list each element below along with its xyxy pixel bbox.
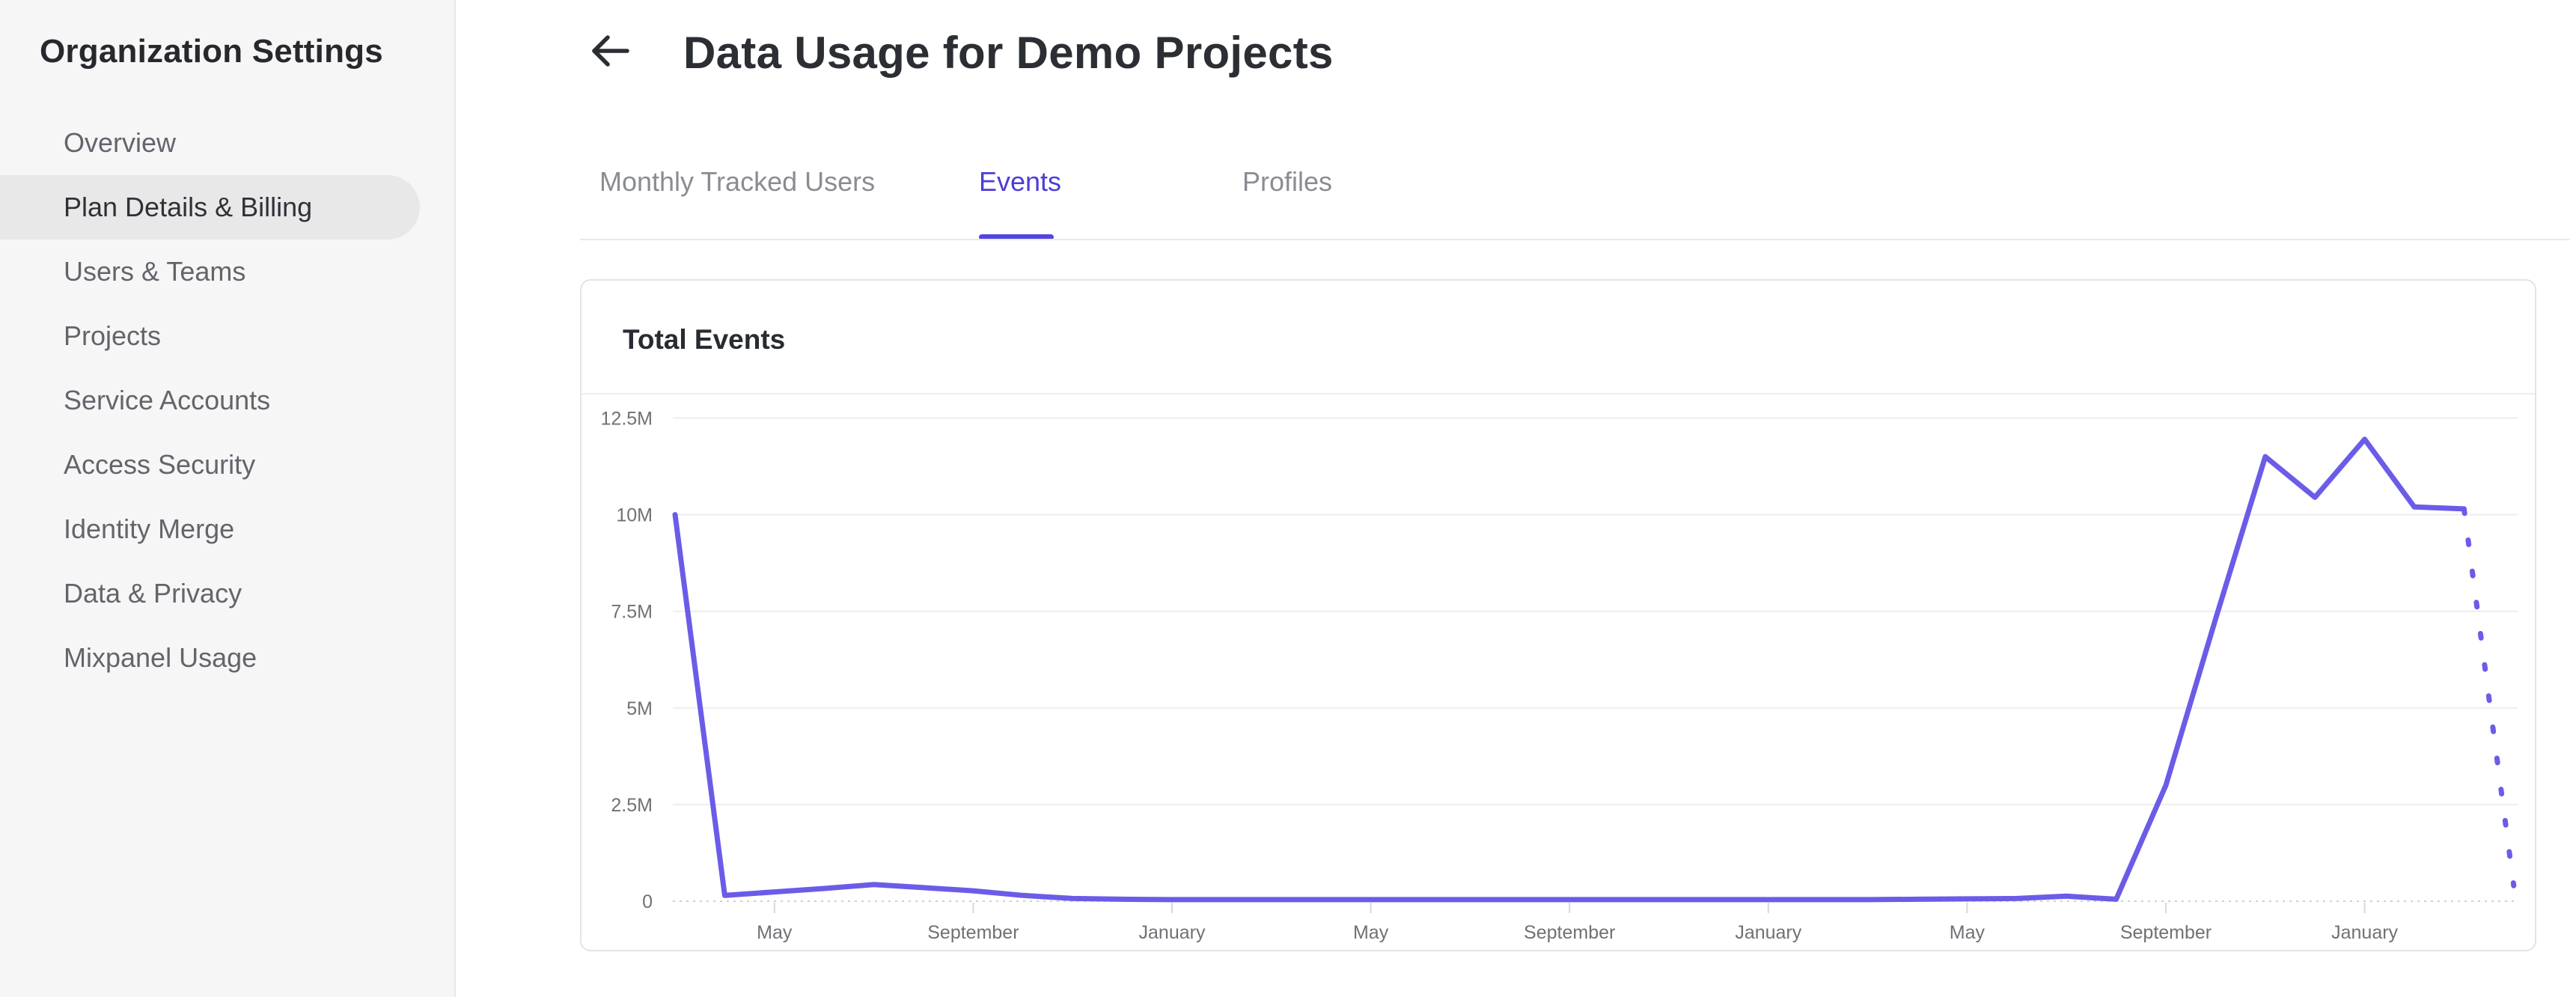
svg-text:January: January xyxy=(1139,922,1206,943)
sidebar-nav: Overview Plan Details & Billing Users & … xyxy=(0,111,454,690)
total-events-line-chart: 12.5M 10M 7.5M 5M 2.5M 0 May September January Ma… xyxy=(582,394,2535,950)
svg-text:0: 0 xyxy=(642,891,653,912)
active-tab-underline xyxy=(979,234,1054,240)
tabs-divider xyxy=(580,239,2570,240)
svg-text:September: September xyxy=(1524,922,1615,943)
svg-text:January: January xyxy=(1735,922,1801,943)
svg-text:2.5M: 2.5M xyxy=(611,795,653,816)
sidebar-item-service-accounts[interactable]: Service Accounts xyxy=(64,385,271,415)
sidebar-item-access-security[interactable]: Access Security xyxy=(64,449,256,480)
sidebar-item-users-teams[interactable]: Users & Teams xyxy=(64,256,246,287)
svg-text:May: May xyxy=(1950,922,1986,943)
chart-title: Total Events xyxy=(623,324,786,355)
sidebar-item-projects[interactable]: Projects xyxy=(64,320,162,351)
chart-canvas: 12.5M 10M 7.5M 5M 2.5M 0 May September January Ma… xyxy=(601,409,2518,943)
sidebar-item-identity-merge[interactable]: Identity Merge xyxy=(64,513,235,544)
svg-text:7.5M: 7.5M xyxy=(611,602,653,623)
total-events-card: Total Events 12.5M 10M 7.5M 5M 2.5M 0 May Septe… xyxy=(580,279,2536,951)
back-button[interactable] xyxy=(586,30,634,75)
organization-settings-sidebar: Organization Settings Overview Plan Deta… xyxy=(0,0,456,997)
sidebar-item-plan-details-billing[interactable]: Plan Details & Billing xyxy=(0,175,420,240)
svg-text:May: May xyxy=(757,922,793,943)
svg-text:September: September xyxy=(927,922,1019,943)
tab-profiles[interactable]: Profiles xyxy=(1242,166,1333,197)
svg-text:May: May xyxy=(1353,922,1389,943)
tab-monthly-tracked-users[interactable]: Monthly Tracked Users xyxy=(599,166,876,197)
left-arrow-icon xyxy=(588,31,632,74)
svg-text:12.5M: 12.5M xyxy=(601,409,653,430)
svg-text:January: January xyxy=(2331,922,2398,943)
tab-events[interactable]: Events xyxy=(979,166,1062,197)
sidebar-item-data-privacy[interactable]: Data & Privacy xyxy=(64,578,242,609)
svg-text:September: September xyxy=(2120,922,2212,943)
page-title: Data Usage for Demo Projects xyxy=(683,28,1334,78)
sidebar-item-mixpanel-usage[interactable]: Mixpanel Usage xyxy=(64,642,257,673)
card-header-divider xyxy=(582,393,2535,394)
svg-text:10M: 10M xyxy=(616,505,653,526)
sidebar-title: Organization Settings xyxy=(40,33,383,70)
sidebar-item-overview[interactable]: Overview xyxy=(64,127,177,158)
svg-text:5M: 5M xyxy=(626,698,653,719)
